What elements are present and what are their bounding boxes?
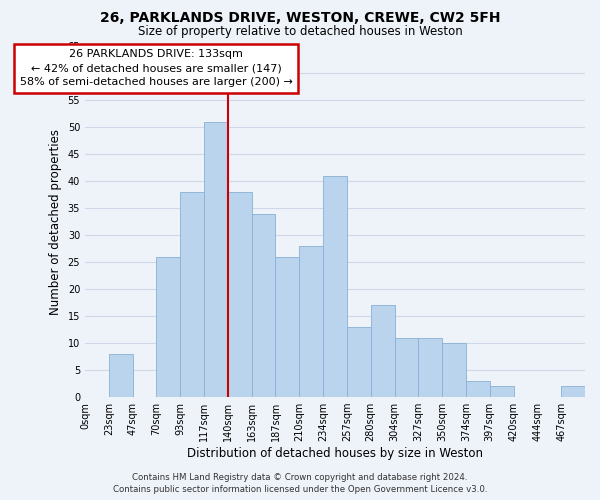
Bar <box>395 338 418 397</box>
Bar <box>204 122 228 397</box>
Y-axis label: Number of detached properties: Number of detached properties <box>49 129 62 315</box>
Text: 26, PARKLANDS DRIVE, WESTON, CREWE, CW2 5FH: 26, PARKLANDS DRIVE, WESTON, CREWE, CW2 … <box>100 11 500 25</box>
Bar <box>157 257 180 397</box>
Bar <box>109 354 133 397</box>
X-axis label: Distribution of detached houses by size in Weston: Distribution of detached houses by size … <box>187 447 483 460</box>
Text: 26 PARKLANDS DRIVE: 133sqm
← 42% of detached houses are smaller (147)
58% of sem: 26 PARKLANDS DRIVE: 133sqm ← 42% of deta… <box>20 49 293 87</box>
Bar <box>228 192 251 397</box>
Bar <box>466 381 490 397</box>
Bar <box>299 246 323 397</box>
Bar <box>490 386 514 397</box>
Bar <box>371 306 395 397</box>
Bar <box>275 257 299 397</box>
Bar <box>442 343 466 397</box>
Text: Contains HM Land Registry data © Crown copyright and database right 2024.
Contai: Contains HM Land Registry data © Crown c… <box>113 472 487 494</box>
Text: Size of property relative to detached houses in Weston: Size of property relative to detached ho… <box>137 25 463 38</box>
Bar <box>418 338 442 397</box>
Bar <box>180 192 204 397</box>
Bar <box>251 214 275 397</box>
Bar <box>347 327 371 397</box>
Bar <box>561 386 585 397</box>
Bar <box>323 176 347 397</box>
